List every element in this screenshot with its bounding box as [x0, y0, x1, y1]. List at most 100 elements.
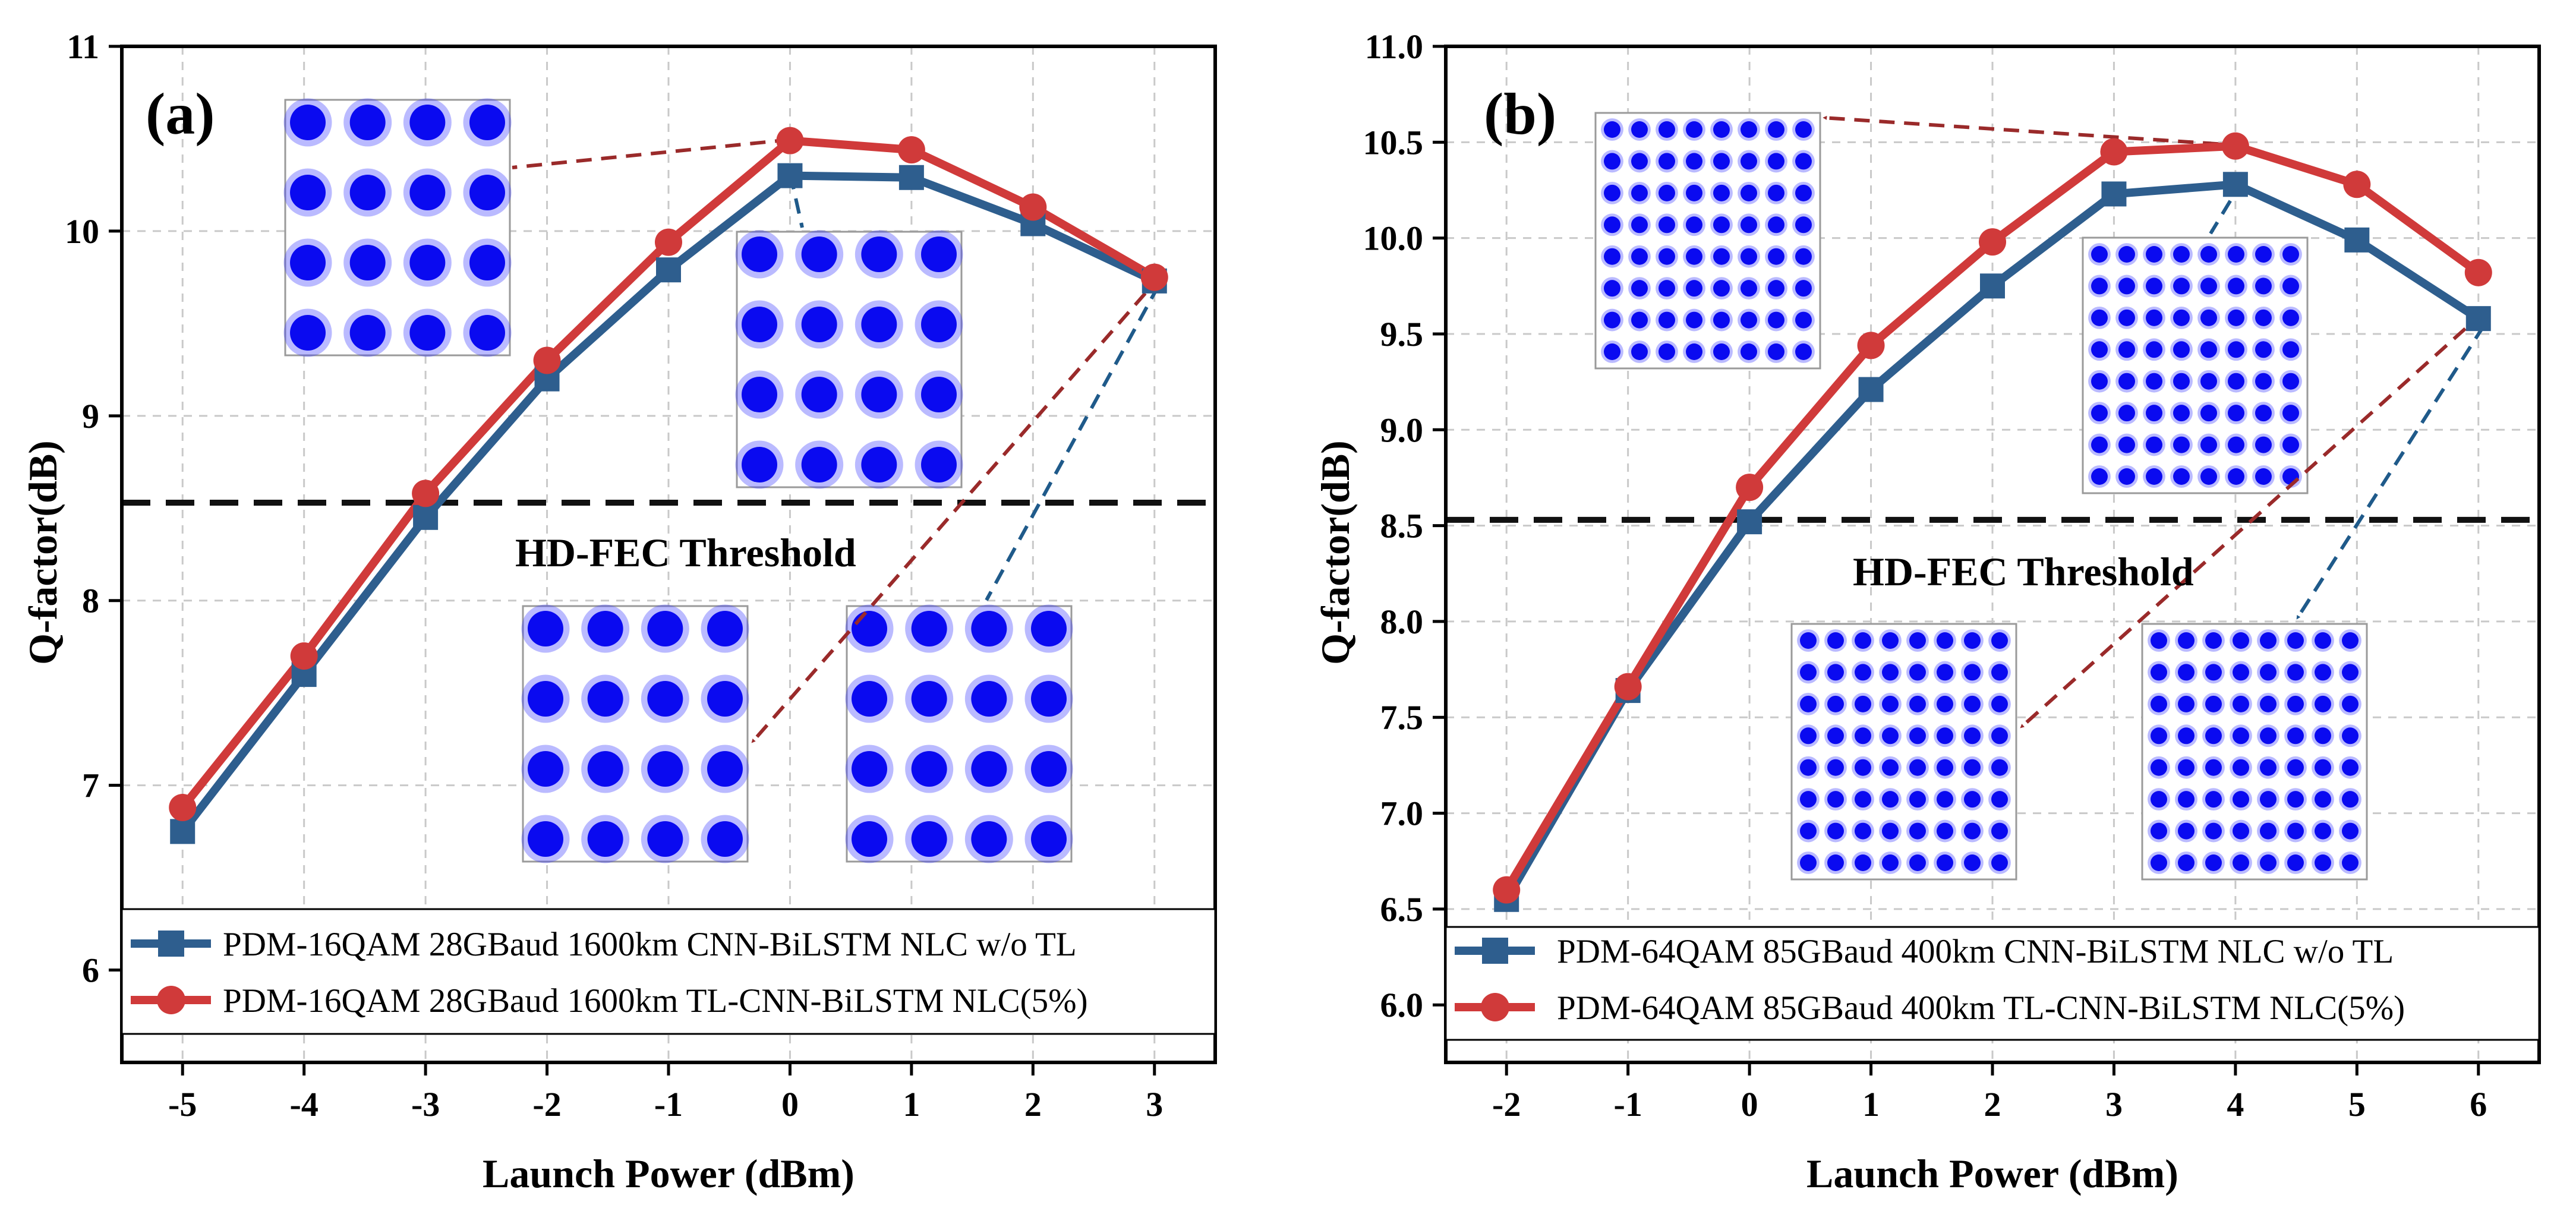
constellation-point [861, 307, 897, 342]
constellation-point [2091, 309, 2108, 326]
constellation-point [2205, 791, 2222, 808]
constellation-point [2091, 246, 2108, 263]
constellation-point [971, 681, 1007, 717]
constellation-point [647, 821, 683, 857]
constellation-point [1882, 759, 1899, 776]
constellation-point [2260, 664, 2277, 681]
constellation-b-notl-high [2141, 623, 2368, 881]
constellation-point [1800, 632, 1817, 649]
constellation-point [1631, 153, 1648, 170]
constellation-point [409, 105, 446, 140]
x-axis-label-a: Launch Power (dBm) [483, 1151, 855, 1196]
constellation-point [1800, 822, 1817, 840]
constellation-point [2228, 309, 2244, 326]
constellation-point [742, 447, 777, 482]
annotation-arrow-red [2019, 310, 2486, 730]
constellation-point [2146, 246, 2162, 263]
constellation-point [2118, 373, 2135, 390]
data-point-notl [413, 504, 439, 530]
constellation-point [2178, 791, 2195, 808]
y-tick-label: 7.5 [1380, 698, 1424, 737]
constellation-point [1686, 248, 1702, 265]
constellation-point [2233, 854, 2249, 871]
annotation-arrow-red [1823, 115, 2244, 147]
constellation-point [1741, 184, 1757, 201]
constellation-point [1659, 311, 1675, 329]
constellation-point [2255, 373, 2272, 390]
constellation-point [528, 611, 563, 646]
constellation-point [1741, 153, 1757, 170]
legend-marker-b-notl [1482, 938, 1508, 964]
constellation-point [1031, 821, 1067, 857]
constellation-point [2173, 468, 2190, 485]
data-point-tl [2464, 258, 2492, 286]
constellation-point [1713, 311, 1730, 329]
constellation-point [290, 315, 326, 351]
constellation-point [1909, 759, 1926, 776]
inset-frame [522, 605, 749, 863]
constellation-point [1882, 854, 1899, 871]
constellation-point [1855, 854, 1871, 871]
constellation-point [1713, 343, 1730, 360]
constellation-point [1855, 791, 1871, 808]
x-tick-label: -2 [532, 1085, 561, 1124]
constellation-point [1795, 248, 1812, 265]
constellation-point [1964, 727, 1981, 745]
x-tick-label: 0 [1741, 1085, 1758, 1124]
chart-panel-b: -2 -1 0 1 2 3 4 5 6 6.0 6.5 7.0 7.5 8.0 8.5 9.0 9.5 10.0 1… [1313, 27, 2541, 1196]
data-point-tl [290, 642, 318, 670]
constellation-point [2146, 405, 2162, 422]
constellation-point [1991, 791, 2008, 808]
constellation-point [1768, 311, 1784, 329]
legend-label-a-tl: PDM-16QAM 28GBaud 1600km TL-CNN-BiLSTM N… [223, 982, 1088, 1020]
constellation-point [2233, 695, 2249, 712]
constellation-point [971, 821, 1007, 857]
data-point-tl [533, 346, 561, 374]
constellation-point [2233, 664, 2249, 681]
constellation-a-notl-peak [735, 230, 963, 489]
constellation-point [1713, 121, 1730, 138]
data-point-tl [1493, 876, 1521, 904]
constellation-point [1604, 311, 1620, 329]
inset-frame [284, 99, 511, 357]
y-tick-label: 10 [65, 212, 99, 251]
constellation-point [2255, 436, 2272, 453]
data-point-notl [898, 165, 924, 190]
constellation-point [2151, 695, 2167, 712]
constellation-point [2173, 277, 2190, 295]
constellation-point [2118, 436, 2135, 453]
constellation-point [1659, 216, 1675, 234]
constellation-point [2178, 695, 2195, 712]
constellation-point [2151, 791, 2167, 808]
constellation-point [1604, 280, 1620, 297]
constellation-point [2342, 632, 2359, 649]
constellation-point [2342, 791, 2359, 808]
constellation-point [2282, 309, 2299, 326]
constellation-point [1631, 121, 1648, 138]
constellation-point [2200, 341, 2217, 358]
constellation-point [2151, 759, 2167, 776]
panel-label-a: (a) [146, 81, 215, 147]
inset-frame [1594, 112, 1821, 370]
constellation-point [1795, 153, 1812, 170]
constellation-point [1768, 184, 1784, 201]
constellation-point [1604, 343, 1620, 360]
x-tick-label: -3 [411, 1085, 440, 1124]
constellation-point [2151, 632, 2167, 649]
constellation-point [861, 236, 897, 272]
constellation-point [2146, 341, 2162, 358]
legend-b: PDM-64QAM 85GBaud 400km CNN-BiLSTM NLC w… [1445, 926, 2540, 1041]
annotation-arrow-red [750, 273, 1164, 744]
constellation-point [2228, 246, 2244, 263]
y-axis-label-b: Q-factor(dB) [1313, 440, 1358, 665]
legend-label-b-notl: PDM-64QAM 85GBaud 400km CNN-BiLSTM NLC w… [1557, 933, 2394, 970]
legend-box-a [121, 908, 1216, 1035]
constellation-point [469, 175, 505, 210]
constellation-point [2091, 405, 2108, 422]
constellation-point [2255, 341, 2272, 358]
inset-frame [846, 605, 1073, 863]
constellation-point [2151, 822, 2167, 840]
x-tick-label: 2 [1024, 1085, 1042, 1124]
annotation-arrow-red [512, 138, 791, 169]
constellation-point [1800, 695, 1817, 712]
